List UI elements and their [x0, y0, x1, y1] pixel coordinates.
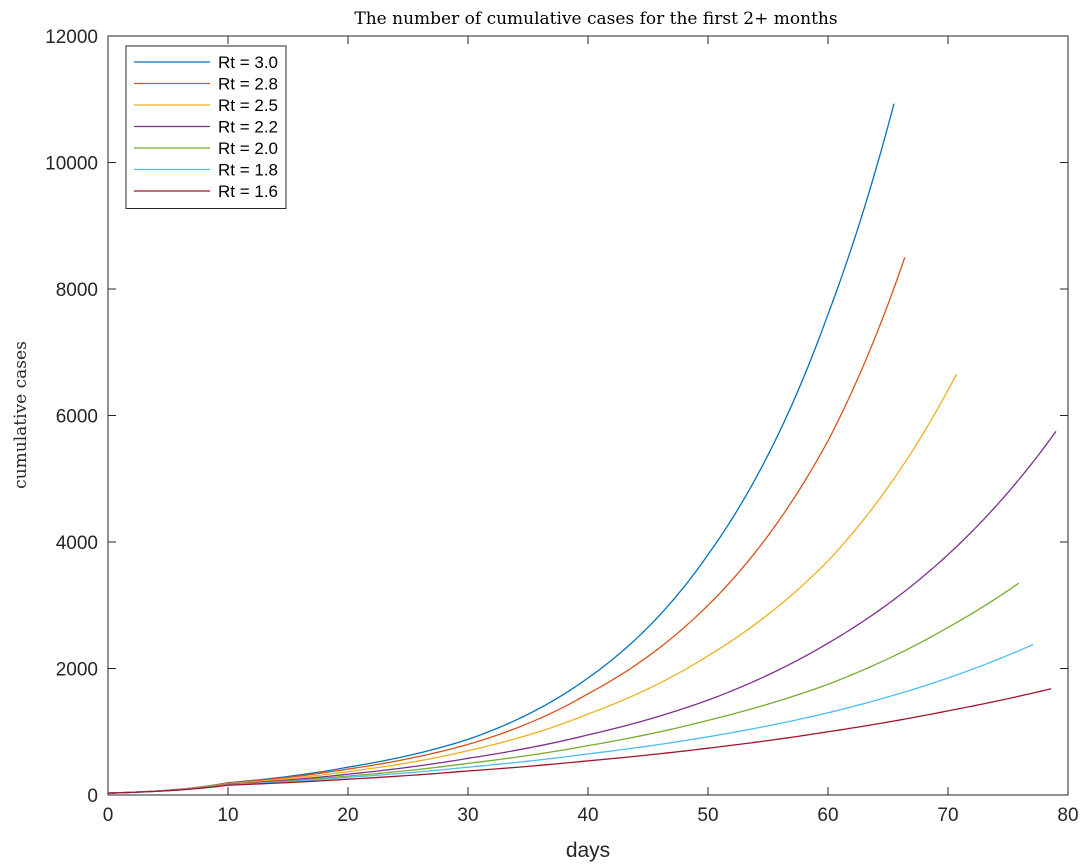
y-axis-label: cumulative cases	[11, 341, 31, 489]
legend-label: Rt = 2.8	[218, 75, 278, 94]
series-line-3	[107, 374, 957, 794]
x-tick-label: 50	[697, 805, 718, 826]
x-tick-label: 60	[817, 805, 838, 826]
series-line-7	[107, 688, 1052, 794]
y-tick-label: 2000	[56, 660, 98, 681]
axis-layer: 0 10 20 30 40 50 60 70 80 0 2000 4000 6000 8000 10000 1…	[45, 27, 1078, 826]
series-line-6	[107, 643, 1034, 794]
legend-label: Rt = 2.5	[218, 96, 278, 115]
x-tick-label: 80	[1057, 805, 1078, 826]
x-tick-label: 70	[937, 805, 958, 826]
y-tick-label: 8000	[56, 280, 98, 301]
x-tick-label: 20	[337, 805, 358, 826]
chart-title: The number of cumulative cases for the f…	[354, 9, 837, 29]
x-tick-label: 10	[217, 805, 238, 826]
x-tick-label: 40	[577, 805, 598, 826]
x-tick-label: 30	[457, 805, 478, 826]
series-line-4	[107, 430, 1057, 794]
y-tick-label: 6000	[56, 407, 98, 428]
series-line-2	[107, 257, 906, 794]
legend-label: Rt = 3.0	[218, 53, 278, 72]
y-tick-label: 4000	[56, 533, 98, 554]
legend-label: Rt = 1.6	[218, 182, 278, 201]
y-tick-label: 0	[87, 786, 98, 807]
legend-box	[125, 45, 287, 209]
y-tick-label: 12000	[45, 27, 98, 48]
legend-label: Rt = 1.8	[218, 161, 278, 180]
legend: Rt = 3.0 Rt = 2.8 Rt = 2.5 Rt = 2.2 Rt = 2.0…	[125, 45, 287, 209]
y-tick-label: 10000	[45, 154, 98, 175]
x-tick-label: 0	[103, 805, 114, 826]
x-axis-label: days	[566, 839, 610, 862]
legend-label: Rt = 2.2	[218, 118, 278, 137]
legend-label: Rt = 2.0	[218, 139, 278, 158]
series-layer	[107, 103, 1057, 794]
